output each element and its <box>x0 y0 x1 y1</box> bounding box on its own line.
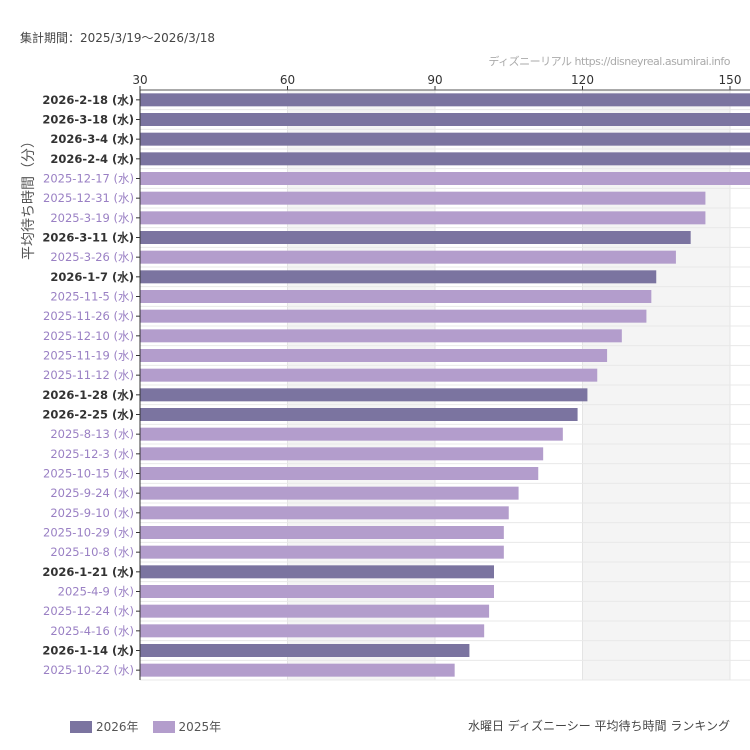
legend-item-2025[interactable]: 2025年 <box>152 718 222 735</box>
y-tick-label: 2026-2-4 (水) <box>50 152 134 166</box>
bar <box>140 309 647 323</box>
y-tick-label: 2025-11-26 (水) <box>43 309 134 323</box>
x-tick-label: 120 <box>571 73 594 87</box>
chart-title: 水曜日 ディズニーシー 平均待ち時間 ランキング <box>467 719 730 733</box>
y-tick-label: 2026-3-11 (水) <box>42 231 134 245</box>
bar <box>140 290 652 303</box>
y-tick-label: 2025-12-24 (水) <box>43 604 134 618</box>
bar <box>140 368 598 382</box>
y-tick-label: 2025-12-31 (水) <box>43 191 134 205</box>
bar <box>140 113 750 126</box>
y-tick-label: 2025-10-8 (水) <box>50 545 134 559</box>
y-tick-label: 2025-12-3 (水) <box>50 447 134 461</box>
bar <box>140 565 494 579</box>
y-tick-label: 2025-4-16 (水) <box>50 624 134 638</box>
y-tick-label: 2025-9-24 (水) <box>50 486 134 500</box>
y-tick-label: 2026-3-18 (水) <box>42 113 134 127</box>
bar <box>140 447 544 461</box>
bar <box>140 132 750 146</box>
y-tick-label: 2026-1-21 (水) <box>42 565 134 579</box>
x-tick-label: 60 <box>280 73 295 87</box>
bar <box>140 427 563 441</box>
legend-item-2026[interactable]: 2026年 <box>70 718 139 735</box>
period-label: 集計期間：2025/3/19〜2026/3/18 <box>20 31 216 45</box>
bar <box>140 604 490 618</box>
y-tick-label: 2025-11-19 (水) <box>43 349 134 363</box>
y-tick-label: 2025-4-9 (水) <box>58 585 134 599</box>
x-tick-label: 90 <box>427 73 442 87</box>
y-tick-label: 2026-3-4 (水) <box>50 132 134 146</box>
bar <box>140 270 657 284</box>
y-tick-label: 2025-11-5 (水) <box>50 290 134 304</box>
credit-text: ディズニーリアル https://disneyreal.asumirai.inf… <box>488 55 730 68</box>
bar <box>140 329 622 343</box>
y-tick-label: 2025-10-22 (水) <box>43 663 134 677</box>
bar <box>140 526 504 539</box>
y-tick-label: 2026-1-28 (水) <box>42 388 134 402</box>
y-tick-label: 2026-2-18 (水) <box>42 93 134 107</box>
bar <box>140 624 485 638</box>
bar <box>140 506 509 520</box>
x-tick-label: 150 <box>719 73 742 87</box>
y-tick-label: 2025-10-29 (水) <box>43 526 134 540</box>
y-tick-label: 2025-3-19 (水) <box>50 211 134 225</box>
bar <box>140 250 676 264</box>
legend-swatch <box>70 720 92 733</box>
bar <box>140 663 455 677</box>
y-tick-label: 2025-12-17 (水) <box>43 172 134 186</box>
y-tick-label: 2026-2-25 (水) <box>42 408 134 422</box>
legend-swatch <box>152 720 175 733</box>
bar <box>140 408 578 421</box>
y-tick-label: 2025-10-15 (水) <box>43 467 134 481</box>
bar <box>140 585 494 598</box>
legend-label: 2025年 <box>178 720 222 734</box>
bar <box>140 644 470 657</box>
legend: 2026年 2025年 <box>70 718 221 735</box>
bar <box>140 172 750 185</box>
bar <box>140 486 519 500</box>
y-tick-label: 2025-3-26 (水) <box>50 250 134 264</box>
bar <box>140 211 706 225</box>
bar <box>140 231 691 244</box>
y-tick-label: 2026-1-7 (水) <box>50 270 134 284</box>
bar <box>140 93 750 107</box>
y-tick-label: 2025-11-12 (水) <box>43 368 134 382</box>
x-tick-label: 30 <box>132 73 147 87</box>
bar <box>140 349 608 362</box>
bar <box>140 467 539 480</box>
bar <box>140 191 706 205</box>
y-tick-label: 2026-1-14 (水) <box>42 644 134 658</box>
bar <box>140 545 504 559</box>
bar <box>140 152 750 166</box>
y-tick-label: 2025-9-10 (水) <box>50 506 134 520</box>
bar <box>140 388 588 402</box>
y-tick-label: 2025-12-10 (水) <box>43 329 134 343</box>
bar-chart: 30 60 90 120 150 2026-2-18 (水) 2026-3-18 (水) 20… <box>42 73 750 681</box>
legend-label: 2026年 <box>96 720 139 734</box>
y-tick-label: 2025-8-13 (水) <box>50 427 134 441</box>
